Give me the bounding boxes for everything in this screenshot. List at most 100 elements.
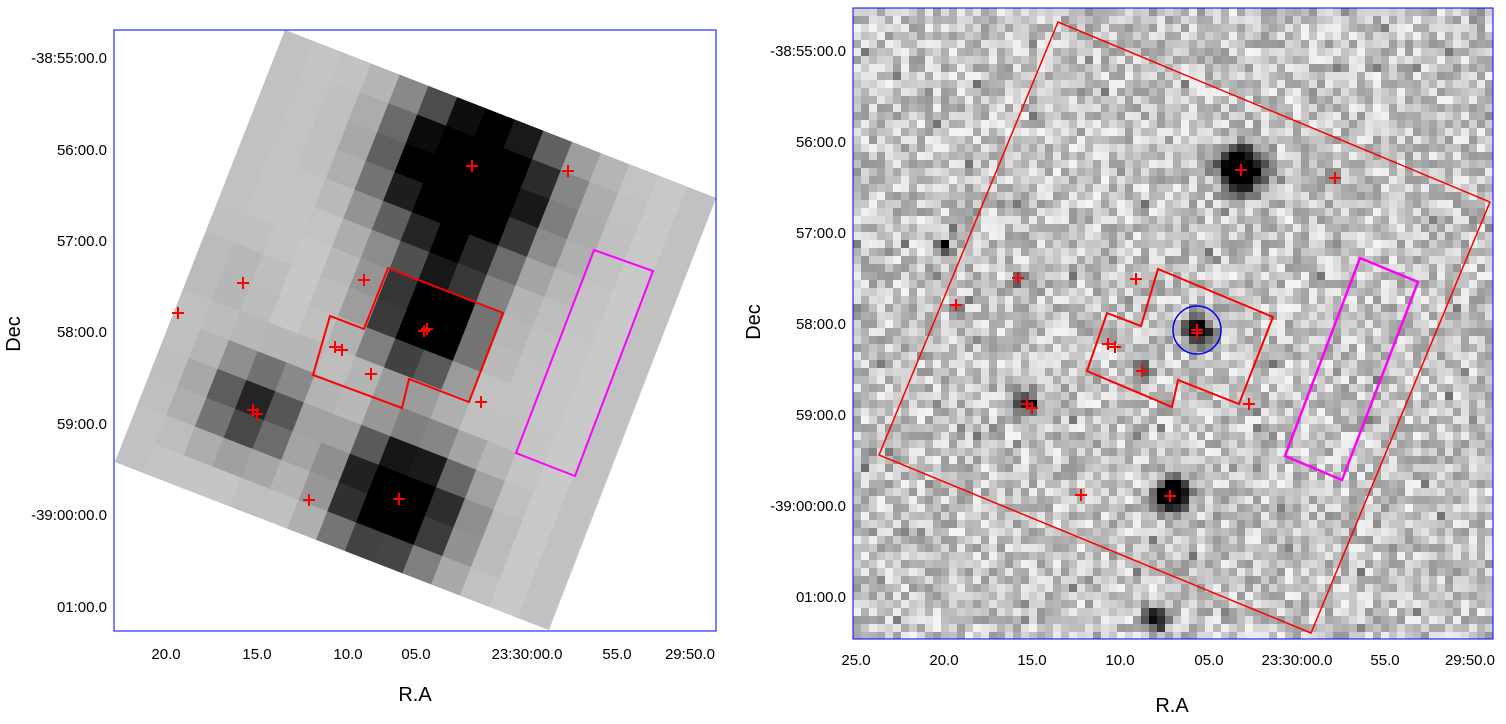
right-pixel xyxy=(1461,120,1469,128)
right-pixel xyxy=(1181,408,1189,416)
right-pixel xyxy=(1093,264,1101,272)
right-pixel xyxy=(1149,432,1157,440)
right-pixel xyxy=(1221,192,1229,200)
right-pixel xyxy=(1197,464,1205,472)
right-pixel xyxy=(1189,296,1197,304)
right-pixel xyxy=(1213,120,1221,128)
right-pixel xyxy=(1357,464,1365,472)
right-pixel xyxy=(885,448,893,456)
right-pixel xyxy=(1045,216,1053,224)
right-pixel xyxy=(965,224,973,232)
right-pixel xyxy=(965,32,973,40)
right-pixel xyxy=(1037,392,1045,400)
right-pixel xyxy=(1101,208,1109,216)
right-pixel xyxy=(1021,208,1029,216)
right-pixel xyxy=(877,248,885,256)
right-pixel xyxy=(1085,152,1093,160)
right-pixel xyxy=(1357,16,1365,24)
right-pixel xyxy=(1061,32,1069,40)
right-pixel xyxy=(1101,216,1109,224)
right-pixel xyxy=(1269,432,1277,440)
right-pixel xyxy=(1013,240,1021,248)
right-pixel xyxy=(1253,344,1261,352)
right-pixel xyxy=(1325,152,1333,160)
right-pixel xyxy=(1357,456,1365,464)
right-pixel xyxy=(1101,88,1109,96)
right-pixel xyxy=(1061,376,1069,384)
right-pixel xyxy=(1301,432,1309,440)
right-pixel xyxy=(853,192,861,200)
right-pixel xyxy=(1109,232,1117,240)
right-pixel xyxy=(909,96,917,104)
right-pixel xyxy=(1461,368,1469,376)
right-pixel xyxy=(997,280,1005,288)
right-pixel xyxy=(1469,448,1477,456)
right-pixel xyxy=(917,320,925,328)
right-pixel xyxy=(1221,376,1229,384)
right-pixel xyxy=(1237,208,1245,216)
right-pixel xyxy=(1069,136,1077,144)
right-pixel xyxy=(1013,184,1021,192)
right-pixel xyxy=(1165,368,1173,376)
right-pixel xyxy=(1389,464,1397,472)
right-pixel xyxy=(1317,168,1325,176)
right-pixel xyxy=(1461,144,1469,152)
right-pixel xyxy=(1365,296,1373,304)
right-pixel xyxy=(1069,112,1077,120)
right-pixel xyxy=(1325,304,1333,312)
right-pixel xyxy=(1109,472,1117,480)
right-pixel xyxy=(869,184,877,192)
right-pixel xyxy=(989,168,997,176)
right-pixel xyxy=(997,256,1005,264)
right-pixel xyxy=(1061,104,1069,112)
right-pixel xyxy=(1253,400,1261,408)
right-pixel xyxy=(853,168,861,176)
right-pixel xyxy=(1229,80,1237,88)
right-pixel xyxy=(1085,24,1093,32)
right-pixel xyxy=(1237,368,1245,376)
right-pixel xyxy=(1469,32,1477,40)
right-pixel xyxy=(1149,464,1157,472)
right-pixel xyxy=(893,248,901,256)
right-pixel xyxy=(1053,192,1061,200)
right-pixel xyxy=(1005,224,1013,232)
right-pixel xyxy=(1173,112,1181,120)
right-pixel xyxy=(1021,448,1029,456)
right-pixel xyxy=(853,120,861,128)
right-pixel xyxy=(1021,296,1029,304)
right-pixel xyxy=(1237,64,1245,72)
right-pixel xyxy=(1325,200,1333,208)
right-pixel xyxy=(1349,256,1357,264)
right-pixel xyxy=(917,368,925,376)
right-pixel xyxy=(1461,136,1469,144)
right-pixel xyxy=(1077,448,1085,456)
right-pixel xyxy=(1261,80,1269,88)
right-pixel xyxy=(1101,224,1109,232)
right-pixel xyxy=(1197,184,1205,192)
right-pixel xyxy=(1165,240,1173,248)
right-pixel xyxy=(1469,136,1477,144)
right-pixel xyxy=(973,80,981,88)
right-pixel xyxy=(1221,136,1229,144)
right-pixel xyxy=(941,152,949,160)
right-pixel xyxy=(1269,416,1277,424)
right-pixel xyxy=(1477,40,1485,48)
right-pixel xyxy=(1069,456,1077,464)
right-pixel xyxy=(997,192,1005,200)
right-pixel xyxy=(869,336,877,344)
right-pixel xyxy=(1085,448,1093,456)
right-pixel xyxy=(925,256,933,264)
right-pixel xyxy=(1389,440,1397,448)
right-pixel xyxy=(1309,88,1317,96)
right-pixel xyxy=(861,8,869,16)
right-pixel xyxy=(1101,160,1109,168)
right-pixel xyxy=(1293,216,1301,224)
right-pixel xyxy=(1357,40,1365,48)
right-pixel xyxy=(1381,376,1389,384)
right-pixel xyxy=(1269,304,1277,312)
right-pixel xyxy=(1029,72,1037,80)
right-pixel xyxy=(941,96,949,104)
right-pixel xyxy=(1325,272,1333,280)
right-pixel xyxy=(1189,168,1197,176)
right-pixel xyxy=(1245,368,1253,376)
